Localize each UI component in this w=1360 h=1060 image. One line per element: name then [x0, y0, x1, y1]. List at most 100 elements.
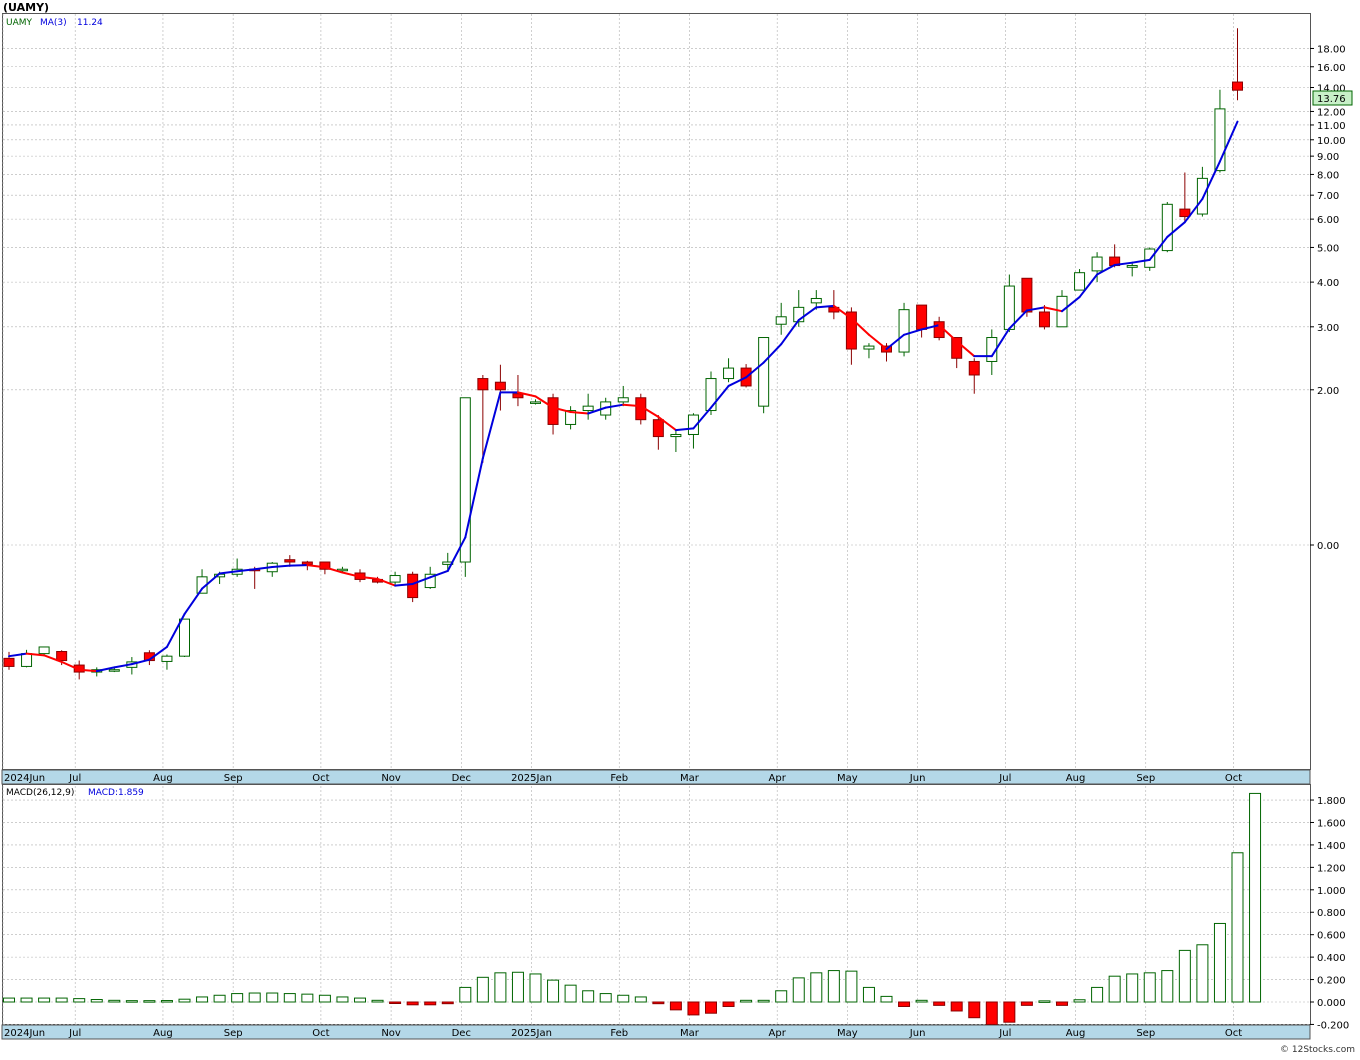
candle-body-down: [917, 305, 927, 329]
macd-bar-positive: [530, 974, 541, 1002]
x-tick-label: Oct: [312, 1028, 329, 1039]
macd-bar-positive: [512, 972, 523, 1002]
candle-body-down: [1022, 278, 1032, 312]
last-price-value: 13.76: [1317, 94, 1346, 105]
price-tick-label: 5.00: [1317, 243, 1339, 254]
macd-bar-negative: [934, 1002, 945, 1005]
price-tick-label: 10.00: [1317, 136, 1346, 147]
macd-bar-negative: [688, 1002, 699, 1015]
macd-bar-positive: [109, 1000, 120, 1002]
price-tick-label: 6.00: [1317, 215, 1339, 226]
candle: [1162, 202, 1172, 252]
candle-body-down: [1039, 312, 1049, 327]
macd-bar-positive: [1127, 974, 1138, 1002]
macd-bar-positive: [337, 997, 348, 1002]
x-tick-label: Nov: [381, 773, 401, 784]
macd-tick-label: 0.400: [1317, 953, 1346, 964]
macd-bar-positive: [863, 987, 874, 1002]
macd-bar-positive: [74, 999, 85, 1002]
macd-bar-positive: [1039, 1001, 1050, 1003]
candle-body-up: [706, 379, 716, 411]
candle-body-down: [1233, 82, 1243, 90]
macd-bar-positive: [881, 996, 892, 1002]
price-tick-label: 7.00: [1317, 191, 1339, 202]
macd-bar-positive: [741, 1000, 752, 1002]
candle-body-up: [1145, 249, 1155, 267]
macd-bar-positive: [197, 997, 208, 1002]
x-tick-label: Feb: [610, 1028, 628, 1039]
macd-legend-value: MACD:1.859: [88, 788, 144, 798]
macd-bar-negative: [390, 1002, 401, 1004]
candle-body-up: [390, 576, 400, 583]
price-tick-label: 8.00: [1317, 170, 1339, 181]
x-tick-label: Aug: [153, 773, 173, 784]
price-tick-label: 2.00: [1317, 386, 1339, 397]
macd-bar-negative: [899, 1002, 910, 1006]
candle-body-up: [1004, 286, 1014, 329]
candle-body-up: [1197, 178, 1207, 214]
legend-ma-value: 11.24: [77, 18, 103, 28]
candle-body-down: [548, 398, 558, 425]
macd-bar-negative: [969, 1002, 980, 1018]
x-tick-label: Mar: [680, 1028, 700, 1039]
macd-bar-positive: [319, 995, 330, 1002]
ma-segment: [79, 670, 97, 671]
x-tick-label: Dec: [452, 1028, 471, 1039]
macd-bar-positive: [1179, 950, 1190, 1002]
candle-body-up: [1162, 204, 1172, 250]
macd-axis: 1.8001.6001.4001.2001.0000.8000.6000.400…: [1310, 796, 1349, 1031]
x-tick-label: Aug: [1066, 1028, 1086, 1039]
macd-bar-positive: [583, 991, 594, 1002]
macd-bar-negative: [1021, 1002, 1032, 1005]
macd-tick-label: 1.600: [1317, 818, 1346, 829]
macd-tick-label: -0.200: [1317, 1020, 1349, 1031]
x-tick-label: 2025Jan: [511, 1028, 552, 1039]
legend-ma-label: MA(3): [40, 18, 67, 28]
x-tick-label: Aug: [153, 1028, 173, 1039]
macd-bar-positive: [249, 993, 260, 1002]
macd-bar-positive: [4, 998, 15, 1002]
x-tick-label: Sep: [224, 773, 243, 784]
price-tick-label: 12.00: [1317, 107, 1346, 118]
candle-body-up: [724, 368, 734, 378]
macd-bar-negative: [442, 1002, 453, 1004]
macd-bar-positive: [267, 993, 278, 1002]
candle-body-up: [776, 317, 786, 324]
macd-legend-label: MACD(26,12,9): [6, 788, 74, 798]
macd-bar-positive: [495, 973, 506, 1002]
macd-bar-positive: [1214, 923, 1225, 1002]
candle: [460, 398, 470, 577]
macd-bar-negative: [951, 1002, 962, 1011]
price-axis: 18.0016.0014.0012.0011.0010.009.008.007.…: [1310, 44, 1346, 552]
macd-bar-negative: [1004, 1002, 1015, 1022]
credit-text: © 12Stocks.com: [1280, 1045, 1355, 1055]
candle-body-up: [671, 434, 681, 436]
candle-body-up: [109, 670, 119, 672]
x-tick-label: Oct: [312, 773, 329, 784]
macd-tick-label: 0.000: [1317, 998, 1346, 1009]
macd-bar-positive: [477, 977, 488, 1002]
candle: [741, 364, 751, 387]
candle: [408, 572, 418, 602]
macd-bar-positive: [618, 995, 629, 1002]
x-tick-label: Feb: [610, 773, 628, 784]
x-tick-label: Jul: [68, 1028, 81, 1039]
macd-bar-negative: [986, 1002, 997, 1024]
candle-body-down: [653, 420, 663, 437]
macd-bar-positive: [1162, 971, 1173, 1002]
macd-axis-strip: [2, 1025, 1310, 1039]
x-tick-label: Dec: [452, 773, 471, 784]
x-tick-label: Oct: [1225, 1028, 1242, 1039]
macd-bar-positive: [355, 998, 366, 1002]
x-tick-label: Jul: [998, 1028, 1011, 1039]
macd-bar-positive: [372, 1000, 383, 1002]
macd-bar-positive: [214, 995, 225, 1002]
x-tick-label: Oct: [1225, 773, 1242, 784]
candle-body-down: [478, 379, 488, 390]
macd-bar-positive: [91, 1000, 102, 1002]
price-tick-label: 16.00: [1317, 63, 1346, 74]
price-tick-label: 0.00: [1317, 541, 1339, 552]
macd-tick-label: 1.800: [1317, 796, 1346, 807]
